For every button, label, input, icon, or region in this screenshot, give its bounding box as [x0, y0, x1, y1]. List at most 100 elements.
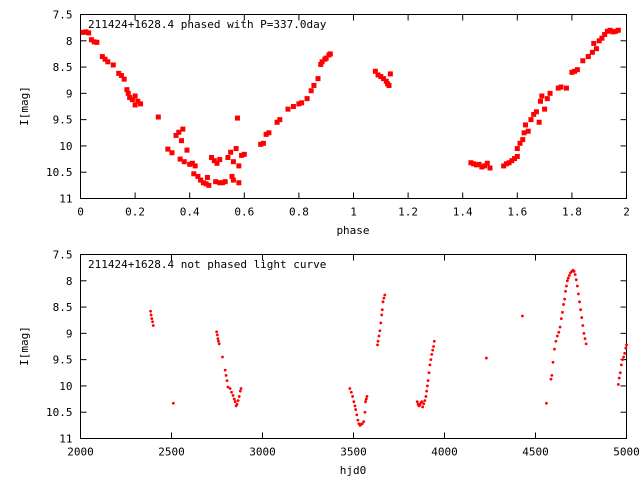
phased-data-point: [125, 90, 131, 96]
phased-data-point: [482, 163, 488, 169]
phased-y-tick-label: 8: [66, 35, 73, 48]
phased-data-point: [596, 38, 602, 44]
phased-data-point: [387, 71, 393, 77]
unphased-data-point: [353, 404, 357, 408]
phased-axis-ticks: 0 0.2 0.4 0.6 0.8 1 1.2 1.4 1.6 1.8 2 7.5 8 8.5 9 9.5 10…: [46, 9, 630, 219]
phased-data-point: [99, 54, 105, 60]
unphased-data-point: [432, 345, 435, 348]
phased-data-point: [574, 67, 580, 73]
unphased-data-point: [151, 320, 154, 324]
phased-x-tick-label: 1.2: [398, 206, 418, 219]
phased-data-point: [258, 141, 264, 147]
unphased-data-point: [348, 387, 352, 390]
phased-data-point: [230, 159, 236, 165]
phased-data-point: [236, 163, 242, 169]
unphased-data-point: [376, 343, 379, 347]
unphased-data-point: [562, 303, 565, 306]
unphased-data-point: [421, 405, 425, 409]
phased-light-curve-panel: 0 0.2 0.4 0.6 0.8 1 1.2 1.4 1.6 1.8 2 7.5 8 8.5 9 9.5 10…: [18, 9, 630, 238]
unphased-data-point: [377, 334, 381, 338]
phased-data-point: [203, 181, 209, 187]
phased-data-point: [124, 87, 130, 93]
unphased-data-point: [553, 347, 556, 351]
phased-x-tick-label: 0.8: [289, 206, 309, 219]
unphased-data-point: [575, 284, 579, 288]
unphased-data-point: [354, 408, 358, 411]
phased-data-point: [176, 129, 182, 135]
phased-data-point: [615, 27, 621, 33]
unphased-data-point: [545, 401, 548, 405]
phased-y-tick-label: 11: [59, 193, 72, 206]
phased-data-points: [80, 27, 621, 188]
unphased-data-point: [355, 413, 359, 417]
unphased-data-point: [432, 339, 436, 343]
phased-data-point: [525, 128, 531, 134]
phased-data-point: [211, 158, 217, 164]
unphased-data-point: [563, 297, 567, 301]
unphased-data-point: [221, 355, 224, 359]
phased-data-point: [222, 179, 228, 185]
phased-data-point: [192, 163, 198, 169]
phased-data-point: [233, 146, 239, 152]
phased-data-point: [311, 82, 317, 88]
unphased-data-point: [581, 324, 585, 327]
unphased-data-point: [565, 284, 568, 288]
phased-data-point: [555, 85, 561, 91]
unphased-y-tick-label: 8: [66, 275, 73, 288]
phased-data-point: [214, 160, 220, 166]
phased-data-point: [209, 154, 215, 160]
unphased-data-point: [572, 269, 576, 273]
unphased-data-point: [217, 342, 221, 346]
phased-data-point: [239, 152, 245, 158]
phased-data-point: [129, 97, 135, 103]
phased-data-point: [521, 130, 527, 136]
phased-data-point: [514, 146, 520, 152]
phased-data-point: [195, 173, 201, 179]
unphased-x-tick-label: 2000: [67, 446, 94, 459]
unphased-data-point: [356, 418, 360, 422]
phased-data-point: [319, 59, 325, 65]
phased-data-point: [184, 147, 190, 153]
phased-data-point: [225, 154, 231, 160]
phased-data-point: [599, 35, 605, 41]
phased-data-point: [206, 182, 212, 188]
unphased-data-point: [624, 346, 628, 350]
phased-data-point: [200, 180, 206, 186]
unphased-data-point: [557, 330, 561, 334]
phased-data-point: [569, 69, 575, 75]
unphased-x-axis-label: hjd0: [340, 464, 367, 477]
phased-data-point: [177, 156, 183, 162]
unphased-data-point: [580, 316, 584, 319]
unphased-data-point: [364, 400, 367, 404]
phased-data-point: [165, 146, 171, 152]
unphased-data-point: [230, 390, 233, 394]
unphased-data-point: [430, 352, 434, 356]
phased-data-point: [580, 58, 586, 64]
unphased-data-point: [422, 402, 426, 406]
unphased-x-tick-label: 3000: [249, 446, 276, 459]
unphased-x-tick-label: 3500: [340, 446, 367, 459]
unphased-data-point: [579, 308, 583, 312]
phased-data-point: [127, 95, 133, 101]
unphased-data-point: [621, 358, 624, 362]
unphased-data-point: [236, 399, 240, 403]
phased-x-tick-label: 1.8: [562, 206, 582, 219]
unphased-data-point: [235, 402, 239, 406]
unphased-y-tick-label: 7.5: [53, 249, 73, 262]
phased-data-point: [88, 37, 94, 43]
unphased-data-point: [574, 278, 578, 282]
unphased-data-point: [216, 337, 220, 341]
unphased-data-point: [623, 351, 627, 355]
unphased-data-point: [427, 371, 431, 375]
unphased-y-tick-label: 10.5: [46, 406, 73, 419]
unphased-x-tick-label: 2500: [158, 446, 185, 459]
unphased-data-point: [225, 379, 229, 383]
phased-data-point: [602, 31, 608, 37]
unphased-data-point: [232, 397, 236, 401]
unphased-data-point: [223, 368, 227, 372]
unphased-data-point: [231, 393, 235, 397]
phased-data-point: [607, 27, 613, 33]
unphased-data-point: [617, 376, 621, 380]
unphased-data-point: [566, 276, 570, 280]
unphased-data-point: [420, 400, 424, 404]
